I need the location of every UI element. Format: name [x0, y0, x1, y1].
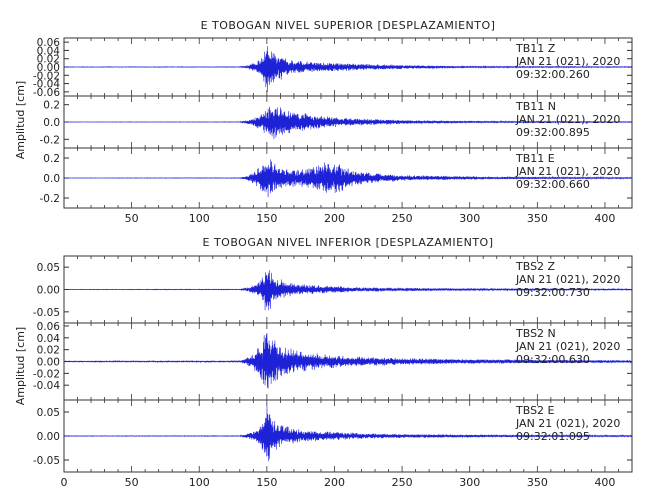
- station-label: TBS2 Z: [515, 260, 556, 273]
- record-date: JAN 21 (021), 2020: [515, 55, 620, 68]
- chart-title: E TOBOGAN NIVEL INFERIOR [DESPLAZAMIENTO…: [203, 236, 494, 249]
- x-tick-label: 250: [392, 476, 413, 489]
- record-time: 09:32:00.895: [516, 126, 590, 139]
- y-tick-label: 0.02: [37, 345, 60, 357]
- record-time: 09:32:00.630: [516, 353, 590, 366]
- record-date: JAN 21 (021), 2020: [515, 417, 620, 430]
- x-tick-label: 400: [594, 212, 615, 225]
- y-tick-label: -0.2: [40, 193, 61, 205]
- station-label: TB11 N: [515, 100, 556, 113]
- x-tick-label: 150: [256, 476, 277, 489]
- record-date: JAN 21 (021), 2020: [515, 273, 620, 286]
- x-tick-label: 250: [392, 212, 413, 225]
- waveform-trace: [63, 406, 633, 462]
- record-time: 09:32:00.730: [516, 286, 590, 299]
- waveform-trace: [63, 159, 633, 198]
- y-tick-label: 0.05: [37, 262, 60, 274]
- chart-1: E TOBOGAN NIVEL SUPERIOR [DESPLAZAMIENTO…: [14, 19, 633, 225]
- y-tick-label: -0.05: [33, 455, 60, 467]
- waveform-trace: [63, 270, 633, 311]
- y-tick-label: -0.04: [33, 79, 60, 91]
- record-date: JAN 21 (021), 2020: [515, 340, 620, 353]
- y-tick-label: 0.02: [37, 54, 60, 66]
- waveform-trace: [63, 332, 633, 389]
- y-tick-label: 0.06: [37, 37, 61, 49]
- station-label: TB11 E: [515, 152, 555, 165]
- x-tick-label: 300: [459, 476, 480, 489]
- waveform-trace: [63, 106, 633, 140]
- x-tick-label: 400: [594, 476, 615, 489]
- x-tick-label: 300: [459, 212, 480, 225]
- station-label: TBS2 E: [515, 404, 555, 417]
- record-date: JAN 21 (021), 2020: [515, 165, 620, 178]
- x-tick-label: 100: [189, 476, 210, 489]
- y-tick-label: 0.0: [43, 173, 60, 185]
- station-label: TBS2 N: [515, 327, 556, 340]
- y-tick-label: -0.02: [33, 368, 60, 380]
- y-tick-label: 0.05: [37, 407, 60, 419]
- x-tick-label: 350: [527, 212, 548, 225]
- x-tick-label: 50: [125, 476, 139, 489]
- record-time: 09:32:01.095: [516, 430, 590, 443]
- y-tick-label: -0.04: [33, 380, 60, 392]
- x-tick-label: 0: [61, 476, 68, 489]
- y-axis-label: Amplitud [cm]: [14, 327, 27, 405]
- record-time: 09:32:00.660: [516, 178, 590, 191]
- x-tick-label: 200: [324, 212, 345, 225]
- x-tick-label: 350: [527, 476, 548, 489]
- station-label: TB11 Z: [515, 42, 556, 55]
- record-time: 09:32:00.260: [516, 68, 590, 81]
- x-tick-label: 200: [324, 476, 345, 489]
- panel-tb11-z: -0.06-0.04-0.020.000.020.040.06 TB11 ZJAN…: [33, 37, 633, 99]
- y-tick-label: 0.06: [37, 321, 61, 333]
- chart-title: E TOBOGAN NIVEL SUPERIOR [DESPLAZAMIENTO…: [201, 19, 496, 32]
- y-tick-label: 0.2: [43, 100, 60, 112]
- x-tick-label: 150: [256, 212, 277, 225]
- y-tick-label: 0.00: [37, 357, 60, 369]
- waveform-trace: [63, 46, 633, 93]
- y-tick-label: 0.0: [43, 117, 60, 129]
- y-tick-label: 0.00: [37, 285, 60, 297]
- x-tick-label: 100: [189, 212, 210, 225]
- y-tick-label: 0.00: [37, 431, 60, 443]
- y-tick-label: -0.02: [33, 70, 60, 82]
- y-tick-label: -0.06: [33, 87, 60, 99]
- y-tick-label: 0.04: [37, 45, 61, 57]
- y-tick-label: 0.00: [37, 62, 60, 74]
- record-date: JAN 21 (021), 2020: [515, 113, 620, 126]
- y-tick-label: 0.04: [37, 333, 61, 345]
- y-axis-label: Amplitud [cm]: [14, 81, 27, 159]
- x-tick-label: 50: [125, 212, 139, 225]
- y-tick-label: -0.2: [40, 134, 61, 146]
- chart-2: E TOBOGAN NIVEL INFERIOR [DESPLAZAMIENTO…: [14, 236, 633, 489]
- y-tick-label: 0.2: [43, 153, 60, 165]
- y-tick-label: -0.05: [33, 307, 60, 319]
